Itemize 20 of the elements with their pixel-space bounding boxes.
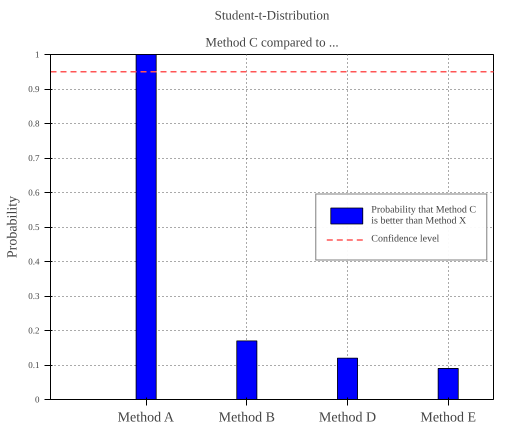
y-tick-label: 0.6 [28, 188, 40, 198]
legend-label: Confidence level [371, 234, 440, 244]
y-tick-label: 0.4 [28, 256, 40, 266]
y-tick-label: 0.3 [28, 291, 40, 301]
chart-title: Student-t-Distribution [214, 8, 330, 22]
x-tick-label: Method E [420, 410, 476, 426]
y-tick-label: 0.2 [28, 326, 40, 336]
y-tick-label: 0 [35, 394, 40, 404]
legend-label: Probability that Method C is better than Method X [371, 204, 476, 226]
y-tick-label: 1 [35, 50, 40, 60]
y-tick-label: 0.7 [28, 153, 40, 163]
y-tick-label: 0.9 [28, 84, 40, 94]
x-tick-label: Method A [118, 410, 175, 426]
chart-subtitle: Method C compared to ... [205, 34, 339, 50]
x-tick-label: Method D [318, 410, 376, 426]
y-tick-label: 0.5 [28, 222, 40, 232]
x-tick-label: Method B [218, 410, 276, 426]
y-tick-label: 0.8 [28, 118, 40, 128]
y-axis-title: Probability [5, 196, 20, 258]
y-tick-label: 0.1 [28, 360, 40, 370]
